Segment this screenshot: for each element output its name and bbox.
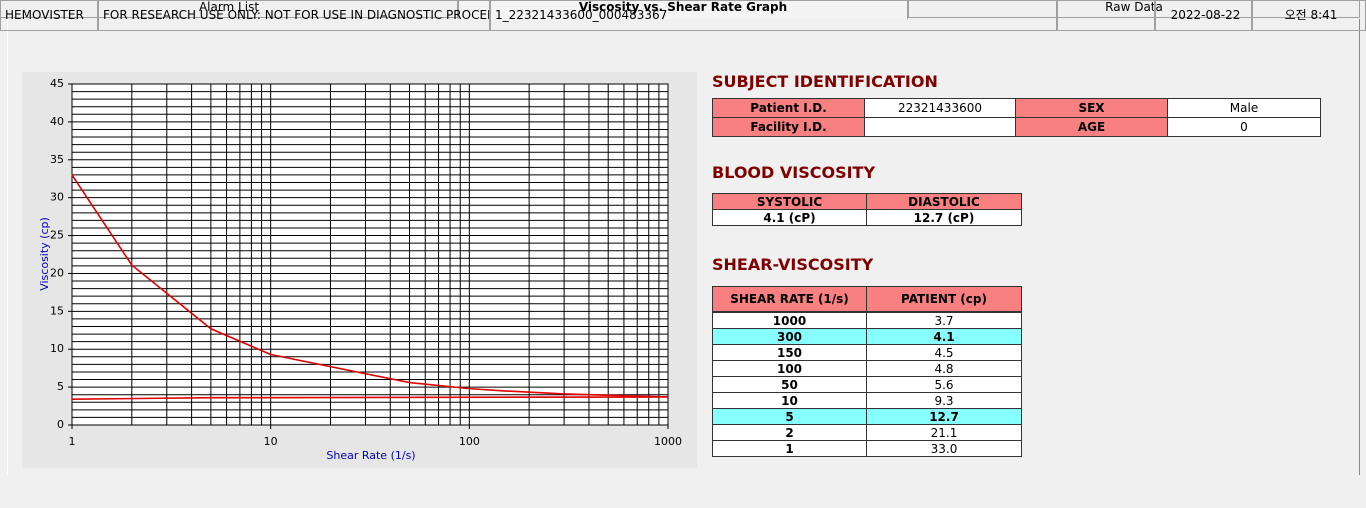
table-cell [864, 117, 1016, 137]
table-cell: 10 [712, 392, 867, 409]
table-cell: 5 [712, 408, 867, 425]
y-tick-label: 5 [57, 380, 64, 393]
table-cell: Male [1167, 98, 1321, 118]
section-title: BLOOD VISCOSITY [712, 163, 876, 182]
status-cell: HEMOVISTER [0, 0, 98, 31]
table-cell: 5.6 [866, 376, 1022, 393]
table-cell: 50 [712, 376, 867, 393]
table-cell: 4.8 [866, 360, 1022, 377]
status-cell: FOR RESEARCH USE ONLY: NOT FOR USE IN DI… [98, 0, 490, 31]
table-cell: 22321433600 [864, 98, 1016, 118]
table-cell: 21.1 [866, 424, 1022, 441]
section-title: SUBJECT IDENTIFICATION [712, 72, 938, 91]
table-cell: 1000 [712, 312, 867, 329]
table-cell: 4.5 [866, 344, 1022, 361]
status-cell [1057, 0, 1155, 31]
table-header: SHEAR RATE (1/s) [712, 286, 867, 312]
y-tick-label: 45 [50, 77, 64, 90]
tab-page [7, 19, 1360, 475]
table-header: PATIENT (cp) [866, 286, 1022, 312]
table-cell: AGE [1015, 117, 1168, 137]
status-cell: 1_22321433600_000483367 [490, 0, 1057, 31]
x-tick-label: 1 [69, 435, 76, 448]
data-line [71, 396, 669, 401]
table-cell: 150 [712, 344, 867, 361]
y-tick-label: 20 [50, 266, 64, 279]
table-cell: 300 [712, 328, 867, 345]
tab[interactable]: Raw Data [908, 0, 1360, 18]
table-header: SYSTOLIC [712, 193, 867, 210]
x-tick-label: 100 [459, 435, 480, 448]
tab[interactable]: Alarm List [0, 0, 458, 18]
status-cell: 오전 8:41 [1252, 0, 1366, 31]
table-cell: 4.1 [866, 328, 1022, 345]
table-cell: 100 [712, 360, 867, 377]
table-cell: Facility I.D. [712, 117, 865, 137]
y-tick-label: 30 [50, 191, 64, 204]
table-cell: 3.7 [866, 312, 1022, 329]
x-tick-label: 1000 [654, 435, 682, 448]
y-tick-label: 10 [50, 342, 64, 355]
table-cell: 2 [712, 424, 867, 441]
table-cell: 12.7 [866, 408, 1022, 425]
tab[interactable]: Viscosity vs. Shear Rate Graph [458, 0, 908, 19]
table-cell: SEX [1015, 98, 1168, 118]
table-cell: 0 [1167, 117, 1321, 137]
y-axis-label: Viscosity (cp) [38, 217, 51, 291]
y-tick-label: 35 [50, 153, 64, 166]
section-title: SHEAR-VISCOSITY [712, 255, 874, 274]
table-cell: 9.3 [866, 392, 1022, 409]
data-line [71, 174, 669, 398]
y-tick-label: 40 [50, 115, 64, 128]
plot-area [71, 83, 669, 426]
table-cell: Patient I.D. [712, 98, 865, 118]
table-cell: 4.1 (cP) [712, 209, 867, 226]
status-cell: 2022-08-22 [1155, 0, 1252, 31]
table-cell: 1 [712, 440, 867, 457]
table-cell: 33.0 [866, 440, 1022, 457]
chart: Shear Rate (1/s) Viscosity (cp) 0 5 10 15 20… [22, 72, 697, 468]
y-tick-label: 15 [50, 304, 64, 317]
x-axis-label: Shear Rate (1/s) [326, 449, 415, 462]
y-tick-label: 25 [50, 229, 64, 242]
y-tick-label: 0 [57, 418, 64, 431]
table-cell: 12.7 (cP) [866, 209, 1022, 226]
x-tick-label: 10 [264, 435, 278, 448]
table-header: DIASTOLIC [866, 193, 1022, 210]
